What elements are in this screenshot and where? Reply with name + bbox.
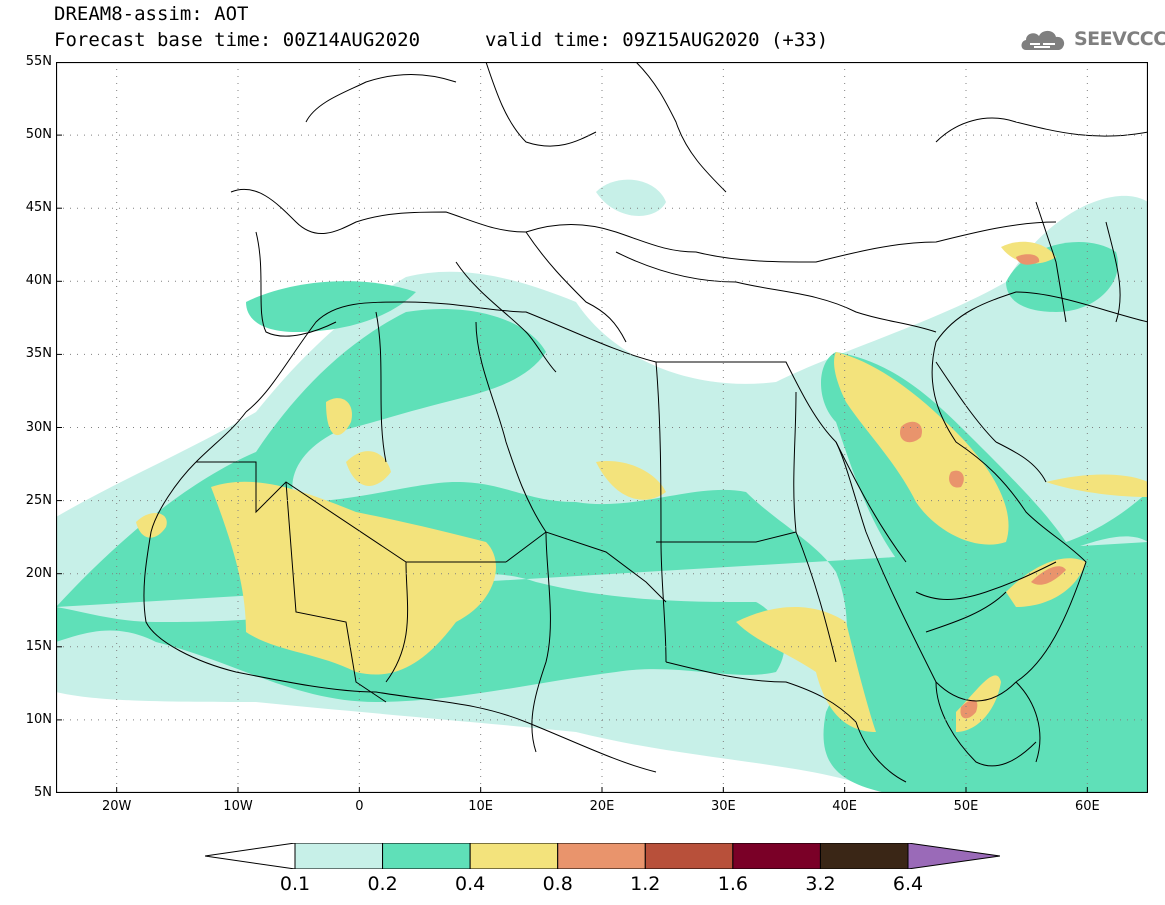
aot-level-0-8 <box>900 254 1066 719</box>
colorbar-label: 1.2 <box>630 873 661 895</box>
lon-tick-label: 30E <box>710 799 736 814</box>
colorbar-swatch <box>819 843 909 869</box>
lat-tick-label: 40N <box>25 273 52 289</box>
gridlines <box>56 62 1148 793</box>
lon-tick-label: 10W <box>223 799 253 814</box>
colorbar-swatch <box>732 843 821 869</box>
lon-tick-label: 40E <box>832 799 858 814</box>
lon-tick-label: 0 <box>355 799 364 814</box>
lat-tick-label: 50N <box>25 127 52 143</box>
colorbar-label: 1.6 <box>717 873 748 895</box>
lat-tick-label: 10N <box>25 711 52 727</box>
valid-time: valid time: 09Z15AUG2020 (+33) <box>485 29 829 51</box>
lon-tick-label: 50E <box>953 799 979 814</box>
lat-tick-label: 30N <box>25 419 52 435</box>
lon-tick-label: 10E <box>468 799 494 814</box>
colorbar-label: 6.4 <box>892 873 924 895</box>
lat-tick-label: 20N <box>25 565 52 581</box>
lat-tick-label: 55N <box>25 54 52 69</box>
colorbar-swatch <box>644 843 734 869</box>
cloud-icon <box>1021 30 1065 50</box>
colorbar-label: 3.2 <box>805 873 836 895</box>
lat-tick-label: 25N <box>25 492 52 508</box>
map-title: DREAM8-assim: AOT <box>54 3 249 25</box>
colorbar-under-arrow <box>205 843 296 869</box>
seevccc-logo: SEEVCCC <box>1074 28 1165 50</box>
aot-colorbar <box>205 843 1000 869</box>
lat-tick-label: 15N <box>25 638 52 654</box>
colorbar-label: 0.8 <box>542 873 573 895</box>
colorbar-swatch <box>294 843 384 869</box>
colorbar-swatch <box>557 843 646 869</box>
colorbar-label: 0.1 <box>279 873 311 895</box>
forecast-base-time: Forecast base time: 00Z14AUG2020 <box>54 29 421 51</box>
coastlines <box>143 62 1148 783</box>
aot-map <box>56 62 1148 793</box>
colorbar-label: 0.4 <box>455 873 486 895</box>
lon-tick-label: 20E <box>589 799 615 814</box>
aot-level-0-4 <box>136 241 1148 732</box>
lat-tick-label: 45N <box>25 200 52 216</box>
colorbar-swatch <box>382 843 471 869</box>
colorbar-over-arrow <box>907 843 1000 869</box>
lat-tick-label: 35N <box>25 346 52 362</box>
colorbar-swatch <box>469 843 559 869</box>
colorbar-label: 0.2 <box>367 873 398 895</box>
lon-tick-label: 60E <box>1074 799 1100 814</box>
lat-tick-label: 5N <box>34 785 52 800</box>
lon-tick-label: 20W <box>101 799 132 814</box>
